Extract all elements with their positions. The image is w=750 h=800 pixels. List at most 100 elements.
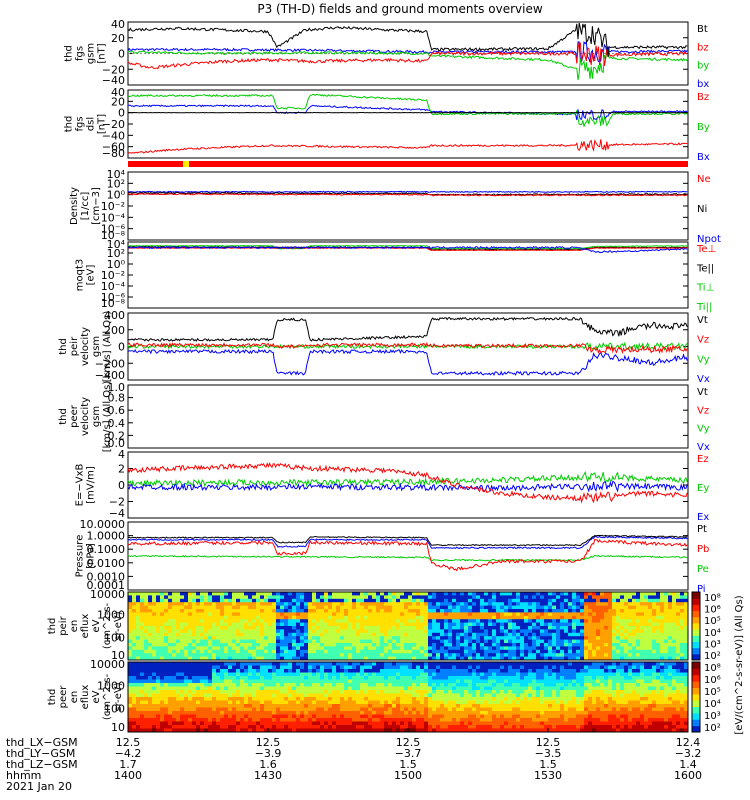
spectrogram-cell [492, 643, 497, 647]
spectrogram-cell [224, 632, 229, 637]
spectrogram-cell [612, 639, 617, 644]
spectrogram-cell [684, 612, 689, 617]
spectrogram-cell [284, 728, 289, 733]
spectrogram-cell [216, 714, 221, 719]
spectrogram-cell [484, 707, 489, 712]
spectrogram-cell [372, 643, 377, 647]
spectrogram-cell [340, 700, 345, 705]
spectrogram-cell [236, 704, 241, 708]
spectrogram-cell [300, 693, 305, 698]
spectrogram-cell [428, 619, 433, 623]
spectrogram-cell [480, 622, 485, 627]
spectrogram-cell [364, 612, 369, 617]
spectrogram-cell [428, 686, 433, 691]
spectrogram-cell [216, 629, 221, 634]
spectrogram-cell [676, 619, 681, 623]
spectrogram-cell [132, 704, 137, 708]
spectrogram-cell [420, 690, 425, 694]
spectrogram-cell [204, 643, 209, 647]
spectrogram-cell [172, 700, 177, 705]
spectrogram-cell [172, 636, 177, 640]
spectrogram-cell [496, 669, 501, 673]
spectrogram-cell [356, 609, 361, 613]
spectrogram-cell [452, 718, 457, 722]
spectrogram-cell [140, 626, 145, 630]
spectrogram-cell [400, 602, 405, 606]
spectrogram-cell [664, 619, 669, 623]
spectrogram-cell [680, 605, 685, 610]
spectrogram-cell [252, 605, 257, 610]
spectrogram-cell [296, 700, 301, 705]
spectrogram-cell [644, 598, 649, 603]
spectrogram-cell [184, 718, 189, 722]
y-tick-label: 0.0001 [87, 579, 126, 592]
spectrogram-cell [608, 598, 613, 603]
spectrogram-cell [400, 700, 405, 705]
spectrogram-cell [316, 649, 321, 654]
spectrogram-cell [580, 602, 585, 606]
spectrogram-cell [128, 697, 133, 701]
spectrogram-cell [372, 662, 377, 666]
spectrogram-cell [136, 683, 141, 687]
spectrogram-cell [172, 649, 177, 654]
spectrogram-cell [316, 704, 321, 708]
spectrogram-cell [252, 725, 257, 729]
spectrogram-cell [128, 672, 133, 677]
spectrogram-cell [164, 697, 169, 701]
spectrogram-cell [300, 676, 305, 680]
spectrogram-cell [624, 619, 629, 623]
spectrogram-cell [540, 619, 545, 623]
spectrogram-cell [412, 679, 417, 684]
spectrogram-cell [256, 612, 261, 617]
spectrogram-cell [624, 656, 629, 661]
spectrogram-cell [224, 718, 229, 722]
spectrogram-cell [204, 728, 209, 733]
spectrogram-cell [584, 619, 589, 623]
spectrogram-cell [324, 646, 329, 651]
spectrogram-cell [268, 711, 273, 715]
spectrogram-cell [172, 683, 177, 687]
spectrogram-cell [236, 690, 241, 694]
spectrogram-cell [392, 725, 397, 729]
spectrogram-cell [452, 669, 457, 673]
spectrogram-cell [248, 615, 253, 620]
spectrogram-cell [380, 679, 385, 684]
y-axis-label-line: gsm [91, 336, 102, 357]
spectrogram-cell [208, 672, 213, 677]
spectrogram-cell [352, 643, 357, 647]
spectrogram-cell [184, 653, 189, 657]
spectrogram-cell [400, 592, 405, 596]
spectrogram-cell [212, 683, 217, 687]
spectrogram-cell [336, 697, 341, 701]
spectrogram-cell [332, 683, 337, 687]
spectrogram-cell [460, 693, 465, 698]
spectrogram-cell [240, 672, 245, 677]
spectrogram-cell [148, 605, 153, 610]
spectrogram-cell [232, 646, 237, 651]
spectrogram-cell [468, 728, 473, 733]
spectrogram-cell [144, 725, 149, 729]
spectrogram-cell [156, 690, 161, 694]
spectrogram-cell [168, 612, 173, 617]
spectrogram-cell [240, 665, 245, 670]
spectrogram-cell [532, 649, 537, 654]
spectrogram-cell [140, 649, 145, 654]
spectrogram-cell [452, 697, 457, 701]
spectrogram-cell [648, 609, 653, 613]
spectrogram-cell [272, 615, 277, 620]
spectrogram-cell [272, 683, 277, 687]
spectrogram-cell [288, 697, 293, 701]
spectrogram-cell [236, 676, 241, 680]
spectrogram-cell [364, 656, 369, 661]
spectrogram-cell [168, 690, 173, 694]
colorbar-segment [692, 629, 700, 636]
spectrogram-cell [192, 672, 197, 677]
spectrogram-cell [244, 690, 249, 694]
spectrogram-cell [556, 639, 561, 644]
spectrogram-cell [604, 626, 609, 630]
spectrogram-cell [480, 632, 485, 637]
spectrogram-cell [556, 609, 561, 613]
spectrogram-cell [288, 629, 293, 634]
spectrogram-cell [328, 646, 333, 651]
spectrogram-cell [368, 683, 373, 687]
